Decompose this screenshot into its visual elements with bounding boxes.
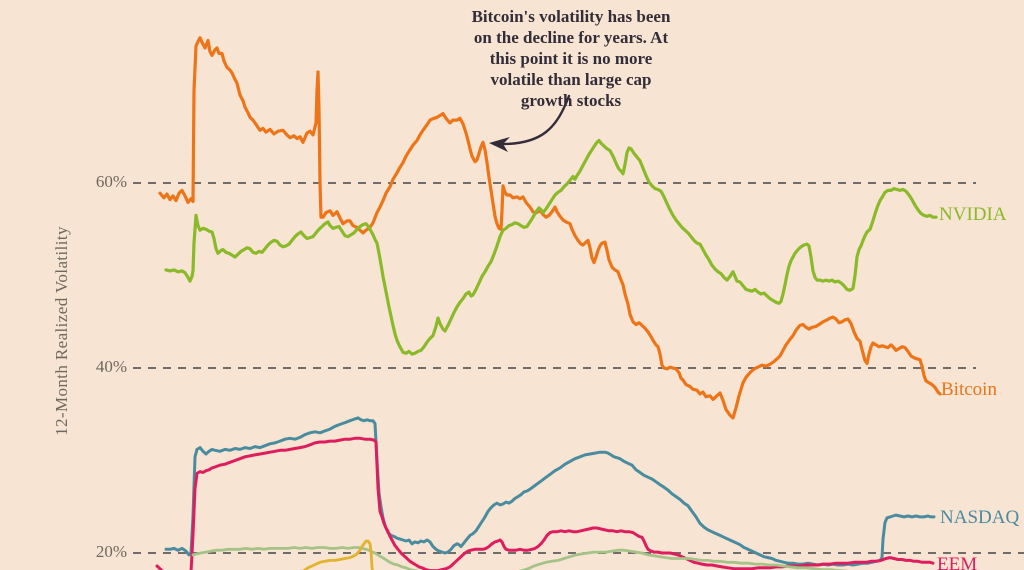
line-nasdaq (164, 416, 936, 567)
line-unlabeled-sage-line (191, 546, 849, 570)
annotation-text: Bitcoin's volatility has been on the dec… (452, 6, 690, 111)
dashed-gridlines (133, 182, 1024, 554)
annotation-line: growth stocks (520, 91, 622, 111)
series-label-eem: EEM (937, 554, 978, 570)
y-tick-40: 40% (95, 357, 127, 376)
line-nvidia (164, 138, 938, 356)
y-axis-title: 12-Month Realized Volatility (52, 226, 71, 436)
series-label-nvidia: NVIDIA (939, 204, 1007, 225)
y-tick-60: 60% (95, 172, 127, 191)
annotation-line: Bitcoin's volatility has been (471, 7, 671, 26)
series-label-nasdaq: NASDAQ (940, 507, 1020, 528)
annotation-line: volatile than large cap (490, 70, 652, 90)
line-eem (155, 436, 935, 570)
line-bitcoin (158, 36, 942, 420)
series-label-bitcoin: Bitcoin (941, 379, 997, 400)
series-lines (155, 36, 942, 570)
annotation-line: on the decline for years. At (473, 28, 669, 48)
line-unlabeled-gold-line (301, 539, 374, 570)
annotation-line: this point it is no more (489, 49, 653, 69)
annotation-arrow (489, 94, 571, 152)
y-tick-20: 20% (95, 542, 127, 561)
